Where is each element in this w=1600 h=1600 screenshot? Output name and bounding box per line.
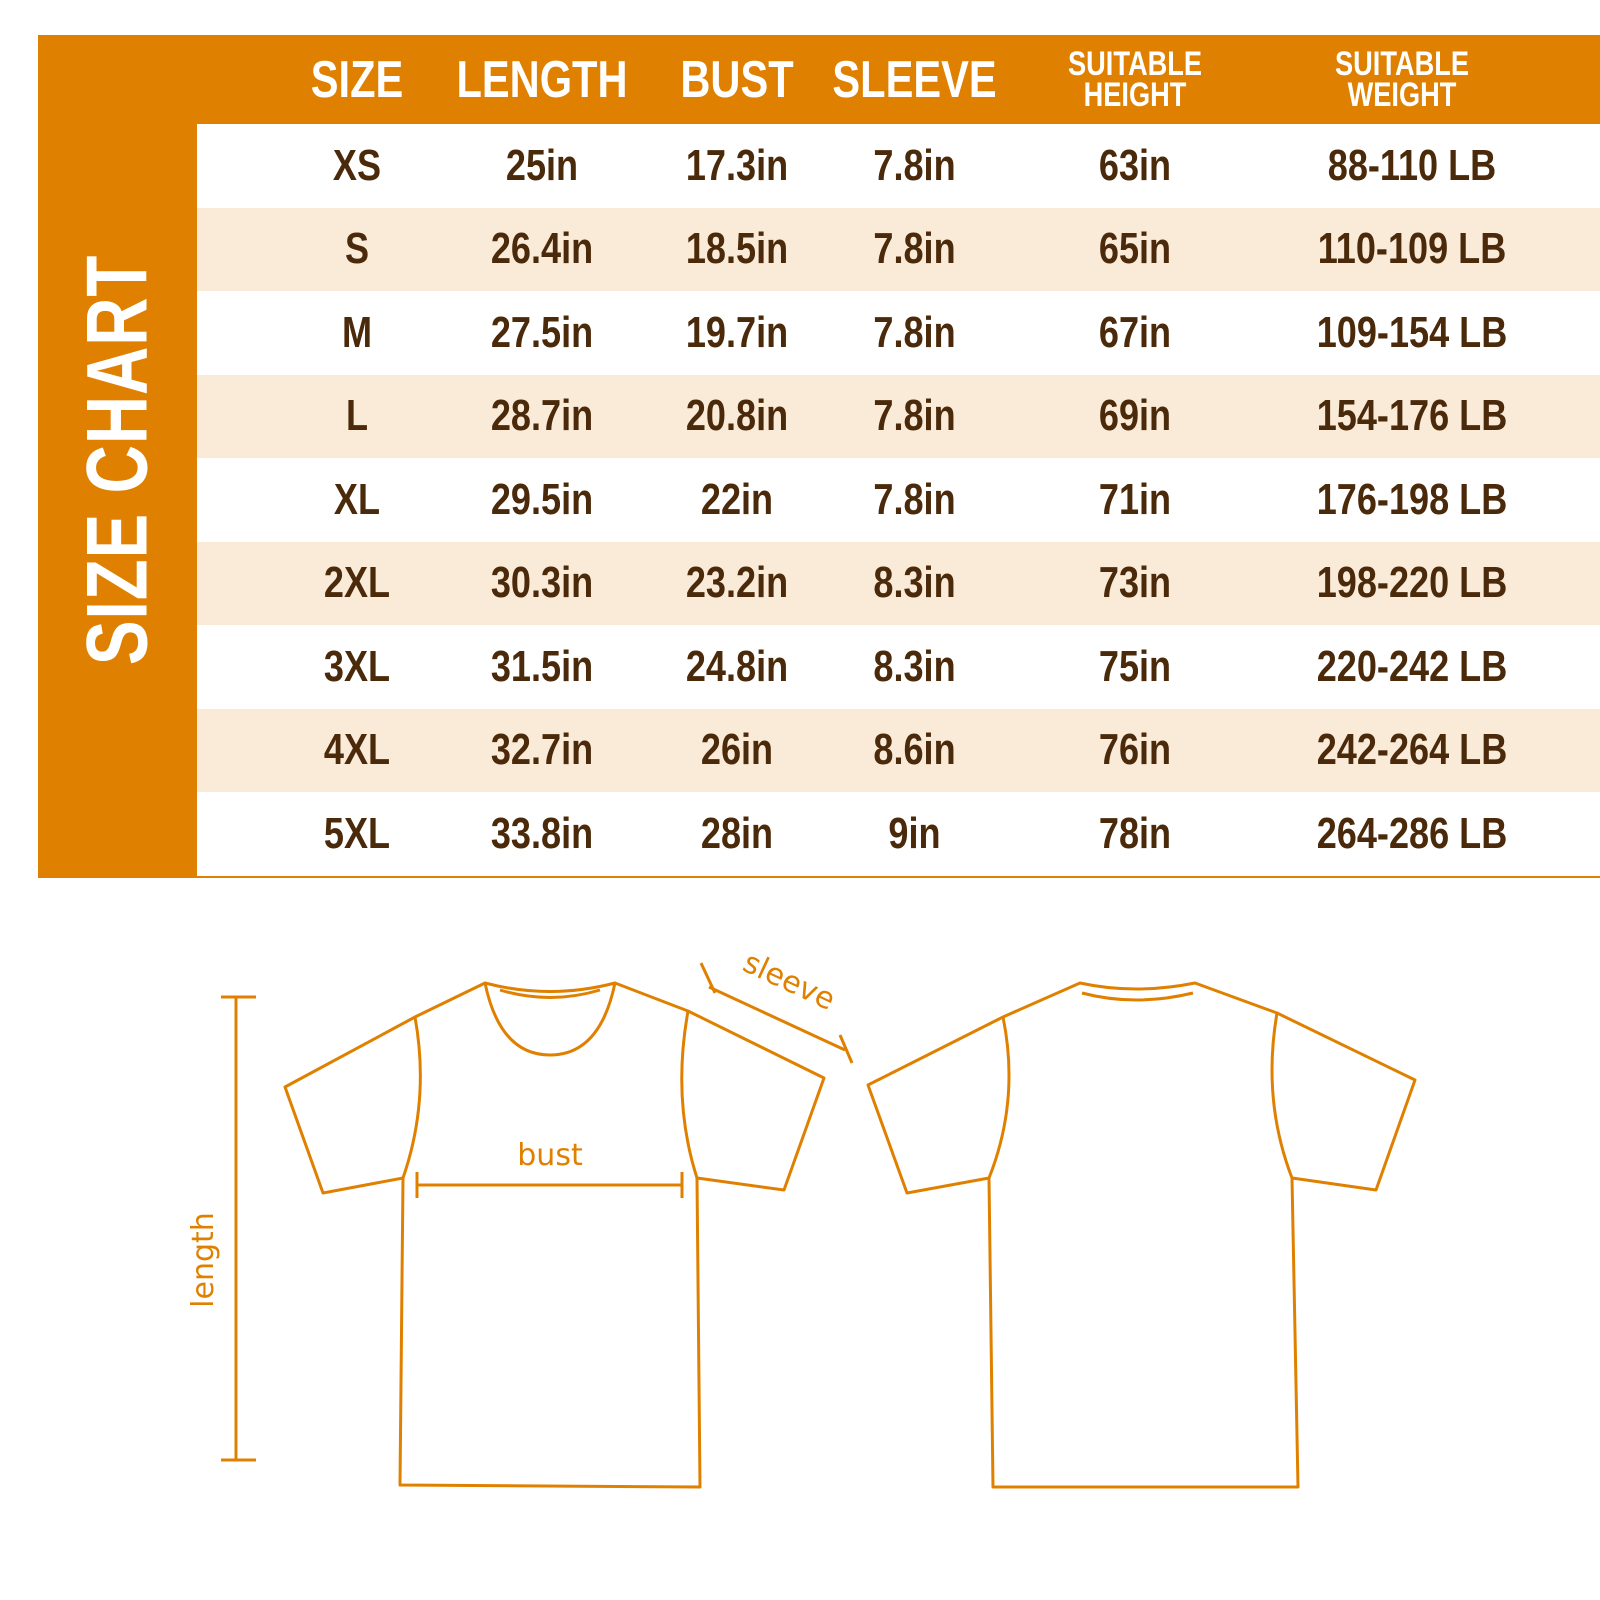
cell-bust: 19.7in — [685, 307, 789, 357]
table-header: SIZE LENGTH BUST SLEEVE SUITABLE HEIGHT … — [197, 35, 1600, 124]
header-sleeve: SLEEVE — [832, 50, 997, 109]
length-label: length — [186, 1212, 221, 1308]
table-row: 3XL 31.5in 24.8in 8.3in 75in 220-242 LB — [197, 625, 1600, 709]
cell-length: 30.3in — [490, 558, 594, 608]
header-bust: BUST — [680, 50, 794, 109]
cell-weight: 88-110 LB — [1327, 140, 1497, 190]
table-row: XS 25in 17.3in 7.8in 63in 88-110 LB — [197, 124, 1600, 208]
cell-size: XL — [333, 474, 381, 524]
cell-sleeve: 8.3in — [873, 558, 956, 608]
cell-length: 33.8in — [490, 808, 594, 858]
tshirt-back-icon — [866, 981, 1417, 1489]
cell-weight: 220-242 LB — [1316, 641, 1508, 691]
header-height: SUITABLE HEIGHT — [1068, 44, 1202, 114]
cell-weight: 242-264 LB — [1316, 725, 1508, 775]
table-row: S 26.4in 18.5in 7.8in 65in 110-109 LB — [197, 207, 1600, 291]
cell-height: 71in — [1098, 474, 1172, 524]
cell-length: 25in — [505, 140, 579, 190]
tshirt-front-icon — [283, 981, 826, 1489]
cell-sleeve: 7.8in — [873, 391, 956, 441]
cell-size: 2XL — [323, 558, 391, 608]
cell-length: 31.5in — [490, 641, 594, 691]
cell-bust: 28in — [700, 808, 774, 858]
cell-bust: 18.5in — [685, 224, 789, 274]
cell-size: 4XL — [323, 725, 391, 775]
cell-size: L — [345, 391, 369, 441]
cell-bust: 26in — [700, 725, 774, 775]
cell-height: 65in — [1098, 224, 1172, 274]
table-row: 4XL 32.7in 26in 8.6in 76in 242-264 LB — [197, 708, 1600, 792]
cell-bust: 24.8in — [685, 641, 789, 691]
cell-weight: 264-286 LB — [1316, 808, 1508, 858]
cell-height: 76in — [1098, 725, 1172, 775]
cell-height: 63in — [1098, 140, 1172, 190]
cell-weight: 110-109 LB — [1317, 224, 1507, 274]
cell-bust: 20.8in — [685, 391, 789, 441]
cell-length: 27.5in — [490, 307, 594, 357]
table-row: 2XL 30.3in 23.2in 8.3in 73in 198-220 LB — [197, 541, 1600, 625]
cell-weight: 109-154 LB — [1316, 307, 1508, 357]
cell-height: 78in — [1098, 808, 1172, 858]
cell-size: XS — [332, 140, 382, 190]
bust-label: bust — [517, 1138, 583, 1173]
cell-sleeve: 9in — [888, 808, 941, 858]
cell-weight: 154-176 LB — [1316, 391, 1508, 441]
cell-length: 29.5in — [490, 474, 594, 524]
cell-size: 5XL — [323, 808, 391, 858]
table-row: M 27.5in 19.7in 7.8in 67in 109-154 LB — [197, 291, 1600, 375]
cell-height: 67in — [1098, 307, 1172, 357]
cell-length: 32.7in — [490, 725, 594, 775]
cell-size: S — [344, 224, 370, 274]
table-row: 5XL 33.8in 28in 9in 78in 264-286 LB — [197, 792, 1600, 876]
cell-sleeve: 8.3in — [873, 641, 956, 691]
cell-sleeve: 7.8in — [873, 140, 956, 190]
cell-weight: 176-198 LB — [1316, 474, 1508, 524]
cell-weight: 198-220 LB — [1316, 558, 1508, 608]
cell-sleeve: 8.6in — [873, 725, 956, 775]
cell-sleeve: 7.8in — [873, 307, 956, 357]
table-row: XL 29.5in 22in 7.8in 71in 176-198 LB — [197, 458, 1600, 542]
cell-bust: 22in — [700, 474, 774, 524]
cell-bust: 17.3in — [685, 140, 789, 190]
header-length: LENGTH — [456, 50, 628, 109]
cell-length: 28.7in — [490, 391, 594, 441]
header-weight: SUITABLE WEIGHT — [1335, 44, 1469, 114]
cell-height: 69in — [1098, 391, 1172, 441]
cell-height: 73in — [1098, 558, 1172, 608]
cell-sleeve: 7.8in — [873, 224, 956, 274]
cell-height: 75in — [1098, 641, 1172, 691]
cell-bust: 23.2in — [685, 558, 789, 608]
header-size: SIZE — [310, 50, 404, 109]
cell-length: 26.4in — [490, 224, 594, 274]
cell-size: M — [341, 307, 373, 357]
cell-sleeve: 7.8in — [873, 474, 956, 524]
table-row: L 28.7in 20.8in 7.8in 69in 154-176 LB — [197, 374, 1600, 458]
table-body: XS 25in 17.3in 7.8in 63in 88-110 LB S 26.4in 18.… — [197, 124, 1600, 876]
cell-size: 3XL — [323, 641, 391, 691]
